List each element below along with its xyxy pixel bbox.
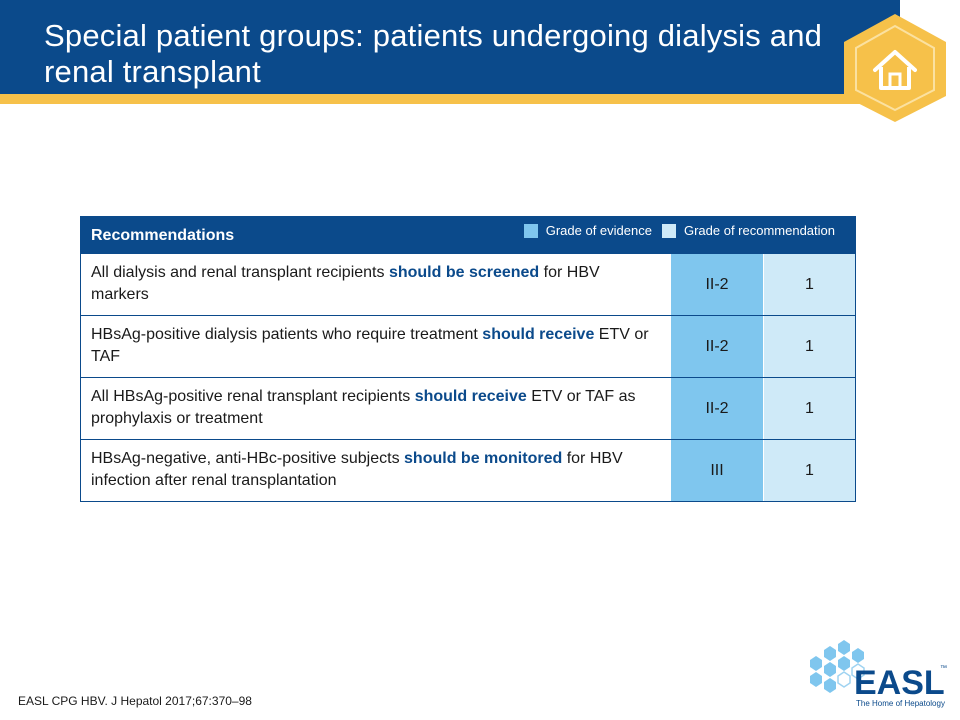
evidence-grade: II-2 [671,378,764,439]
page-title: Special patient groups: patients undergo… [44,18,823,89]
evidence-grade: II-2 [671,254,764,315]
recommendation-swatch [661,223,676,238]
legend-recommendation: Grade of recommendation [661,223,835,238]
citation: EASL CPG HBV. J Hepatol 2017;67:370–98 [18,694,252,708]
evidence-swatch [523,223,538,238]
easl-tm: ™ [940,665,947,672]
easl-tagline: The Home of Hepatology [856,699,945,708]
table-header: Recommendations Grade of evidence Grade … [81,217,855,253]
easl-logo: EASL ™ The Home of Hepatology [810,640,947,708]
legend-recommendation-label: Grade of recommendation [683,223,835,238]
table-row: All dialysis and renal transplant recipi… [81,253,855,315]
title-bar [0,0,900,94]
evidence-grade: III [671,440,764,501]
grade-legend: Grade of evidence Grade of recommendatio… [514,223,835,238]
text-plain: for HBV infection after renal transplant… [91,450,623,489]
text-plain: All dialysis and renal transplant recipi… [91,264,389,281]
easl-wordmark: EASL [854,664,945,702]
table-row: All HBsAg-positive renal transplant reci… [81,377,855,439]
text-highlight: should be monitored [404,450,563,467]
recommendation-grade: 1 [764,440,855,501]
text-plain: for HBV markers [91,264,600,303]
text-highlight: should receive [482,326,595,343]
text-plain: ETV or TAF as prophylaxis or treatment [91,388,636,427]
title-underline [0,94,900,104]
recommendation-text: All dialysis and renal transplant recipi… [81,254,671,315]
recommendation-grade: 1 [764,316,855,377]
recommendation-grade: 1 [764,378,855,439]
table-row: HBsAg-negative, anti-HBc-positive subjec… [81,439,855,501]
recommendation-grade: 1 [764,254,855,315]
recommendation-text: HBsAg-negative, anti-HBc-positive subjec… [81,440,671,501]
legend-evidence: Grade of evidence [523,223,652,238]
table-row: HBsAg-positive dialysis patients who req… [81,315,855,377]
text-highlight: should be screened [388,264,540,281]
evidence-grade: II-2 [671,316,764,377]
recommendation-text: HBsAg-positive dialysis patients who req… [81,316,671,377]
text-plain: ETV or TAF [91,326,649,365]
recommendations-table: Recommendations Grade of evidence Grade … [80,216,856,502]
legend-evidence-label: Grade of evidence [545,223,652,238]
text-plain: HBsAg-negative, anti-HBc-positive subjec… [91,450,405,467]
text-plain: HBsAg-positive dialysis patients who req… [91,326,483,343]
text-highlight: should receive [414,388,527,405]
recommendation-text: All HBsAg-positive renal transplant reci… [81,378,671,439]
table-heading: Recommendations [91,227,235,244]
home-icon[interactable] [840,12,950,124]
text-plain: All HBsAg-positive renal transplant reci… [91,388,415,405]
